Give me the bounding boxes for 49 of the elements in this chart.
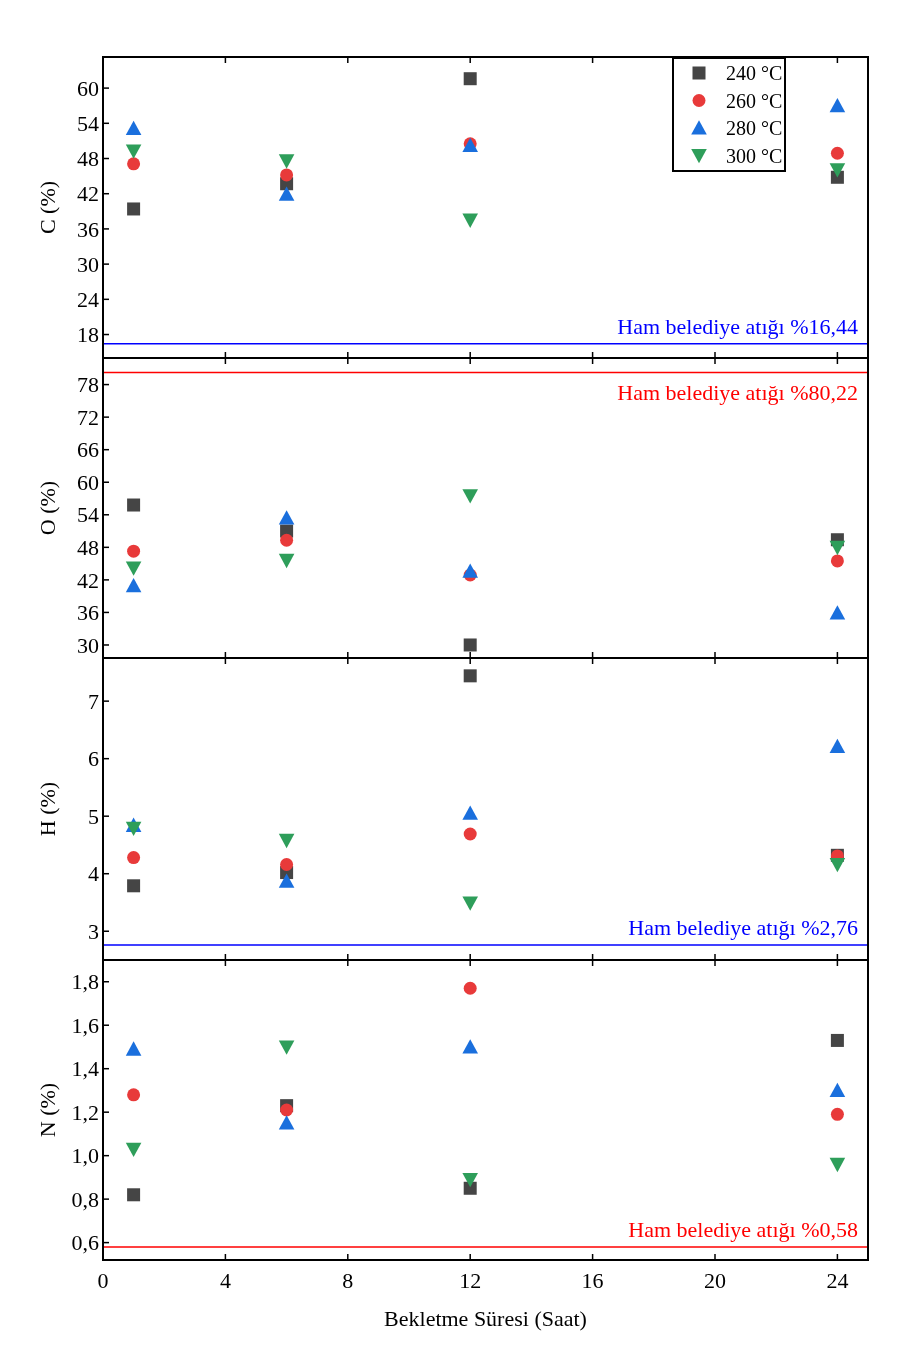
x-tick-label: 16 xyxy=(581,1268,604,1293)
y-tick-label: 36 xyxy=(77,600,99,626)
y-tick-label: 6 xyxy=(88,746,99,772)
y-tick-label: 66 xyxy=(77,437,99,463)
x-tick-label: 4 xyxy=(219,1268,231,1293)
x-tick-label: 24 xyxy=(826,1268,849,1293)
y-tick-label: 54 xyxy=(77,502,99,528)
y-axis-title: O (%) xyxy=(35,480,60,536)
y-tick-label: 24 xyxy=(77,287,99,313)
y-tick-label: 1,2 xyxy=(71,1099,99,1125)
legend-label: 280 °C xyxy=(726,117,783,139)
y-axis-title: C (%) xyxy=(35,180,60,235)
ref-line-label: Ham belediye atığı %0,58 xyxy=(628,1216,858,1242)
y-tick-label: 42 xyxy=(77,567,99,593)
y-tick-label: 7 xyxy=(88,688,99,714)
x-tick-label: 8 xyxy=(342,1268,354,1293)
y-tick-label: 1,6 xyxy=(71,1012,99,1038)
y-tick-label: 1,8 xyxy=(71,969,99,995)
y-tick-label: 30 xyxy=(77,251,99,277)
y-tick-label: 36 xyxy=(77,216,99,242)
y-tick-label: 5 xyxy=(88,803,99,829)
y-tick-label: 72 xyxy=(77,404,99,430)
legend-label: 240 °C xyxy=(726,62,783,84)
y-tick-label: 30 xyxy=(77,632,99,658)
x-tick-label: 12 xyxy=(459,1268,482,1293)
y-tick-label: 1,4 xyxy=(71,1056,99,1082)
y-tick-label: 78 xyxy=(77,372,99,398)
y-tick-label: 18 xyxy=(77,322,99,348)
y-tick-label: 4 xyxy=(88,861,99,887)
ref-line-label: Ham belediye atığı %16,44 xyxy=(617,313,858,339)
ref-line-label: Ham belediye atığı %2,76 xyxy=(628,915,858,941)
x-tick-label: 20 xyxy=(704,1268,726,1293)
y-axis-title: N (%) xyxy=(35,1082,60,1138)
ref-line-label: Ham belediye atığı %80,22 xyxy=(617,379,858,405)
x-tick-label: 0 xyxy=(97,1268,109,1293)
y-axis-title: H (%) xyxy=(35,781,60,837)
legend-label: 260 °C xyxy=(726,89,783,112)
y-tick-label: 54 xyxy=(77,111,99,136)
y-tick-label: 48 xyxy=(77,146,99,172)
y-tick-label: 3 xyxy=(88,918,99,944)
y-tick-label: 48 xyxy=(77,535,99,561)
y-tick-label: 42 xyxy=(77,181,99,207)
x-axis-title: Bekletme Süresi (Saat) xyxy=(384,1306,587,1331)
y-tick-label: 0,8 xyxy=(71,1186,99,1212)
legend-label: 300 °C xyxy=(726,144,783,167)
y-tick-label: 60 xyxy=(77,75,99,101)
y-tick-label: 0,6 xyxy=(71,1230,99,1256)
y-tick-label: 60 xyxy=(77,469,99,495)
y-tick-label: 1,0 xyxy=(71,1143,99,1169)
